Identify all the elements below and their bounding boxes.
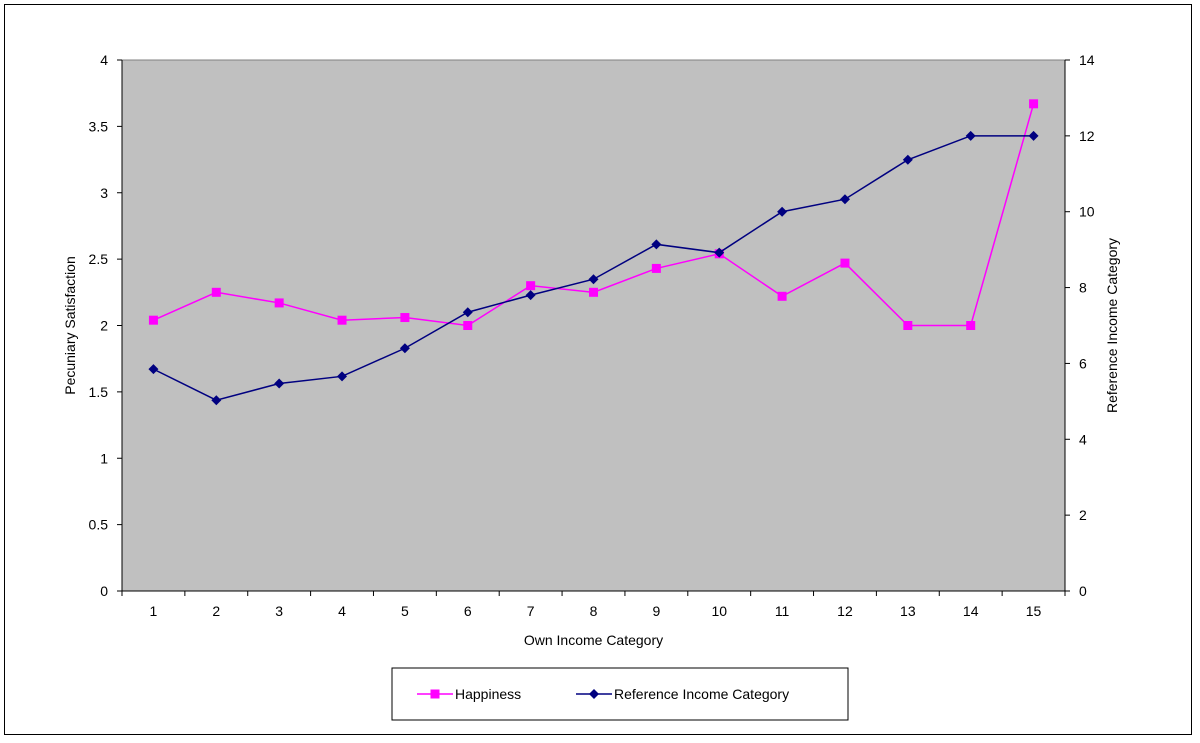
- data-point: [211, 287, 221, 297]
- data-point: [148, 364, 159, 375]
- data-point: [902, 154, 913, 165]
- x-tick-label: 9: [652, 603, 660, 619]
- x-tick-label: 14: [963, 603, 979, 619]
- data-point: [589, 287, 598, 297]
- y-axis-left: 0 0.5 1 1.5 2 2.5 3 3.5 4: [89, 52, 123, 599]
- data-point: [651, 263, 661, 273]
- legend-box: [391, 667, 849, 721]
- data-point: [966, 321, 976, 330]
- legend-item: Happiness: [417, 686, 521, 702]
- x-tick-label: 7: [527, 603, 535, 619]
- data-point: [462, 307, 473, 318]
- data-point: [274, 298, 284, 308]
- x-tick-label: 5: [401, 603, 409, 619]
- y-tick-label: 3: [100, 185, 108, 201]
- data-point: [525, 290, 536, 301]
- data-point: [463, 321, 473, 330]
- y2-tick-label: 8: [1079, 280, 1087, 296]
- legend-marker: [589, 689, 599, 699]
- y2-tick-label: 14: [1079, 52, 1095, 68]
- data-point: [274, 378, 285, 389]
- legend-label: Reference Income Category: [614, 686, 789, 702]
- x-tick-label: 12: [837, 603, 853, 619]
- y-tick-label: 3.5: [89, 118, 109, 134]
- series-1: [148, 99, 1039, 330]
- x-tick-label: 13: [900, 603, 916, 619]
- data-point: [148, 315, 158, 325]
- x-tick-label: 2: [212, 603, 220, 619]
- data-point: [526, 281, 536, 291]
- x-tick-label: 4: [338, 603, 346, 619]
- y2-tick-label: 10: [1079, 204, 1095, 220]
- y-tick-label: 2: [100, 318, 108, 334]
- data-point: [588, 274, 599, 285]
- data-point: [651, 239, 662, 250]
- data-point: [211, 395, 222, 406]
- data-point: [965, 130, 976, 141]
- data-point: [777, 291, 787, 301]
- legend-marker: [430, 689, 440, 699]
- data-point: [399, 343, 410, 354]
- x-tick-label: 1: [150, 603, 158, 619]
- series-2: [148, 130, 1039, 406]
- data-point: [903, 321, 913, 330]
- y2-tick-label: 4: [1079, 431, 1087, 447]
- y2-tick-label: 2: [1079, 507, 1087, 523]
- y-tick-label: 1.5: [89, 384, 109, 400]
- x-tick-label: 11: [775, 603, 790, 619]
- y-tick-label: 4: [100, 52, 108, 68]
- y2-tick-label: 6: [1079, 355, 1087, 371]
- y2-tick-label: 0: [1079, 583, 1087, 599]
- x-axis-title: Own Income Category: [524, 632, 663, 648]
- data-point: [400, 313, 410, 323]
- x-tick-label: 6: [464, 603, 472, 619]
- x-tick-label: 8: [590, 603, 598, 619]
- data-point: [337, 371, 348, 382]
- y-tick-label: 1: [100, 450, 108, 466]
- data-point: [337, 315, 347, 325]
- series-layer: [148, 99, 1039, 406]
- data-point: [714, 247, 725, 258]
- y-tick-label: 2.5: [89, 251, 109, 267]
- x-axis: 1 2 3 4 5 6 7 8 9 10 11 12 13 14 15: [121, 590, 1066, 619]
- x-tick-label: 15: [1026, 603, 1042, 619]
- x-tick-label: 3: [275, 603, 283, 619]
- y2-tick-label: 12: [1079, 128, 1095, 144]
- data-point: [840, 258, 850, 268]
- y-axis-left-title: Pecuniary Satisfaction: [62, 256, 78, 395]
- legend-item: Reference Income Category: [576, 686, 789, 702]
- y-tick-label: 0.5: [89, 517, 109, 533]
- y-axis-right: 0 2 4 6 8 10 12 14: [1064, 52, 1095, 599]
- legend-label: Happiness: [455, 686, 521, 702]
- y-axis-right-title: Reference Income Category: [1104, 238, 1120, 413]
- data-point: [777, 206, 788, 217]
- data-point: [1029, 99, 1039, 109]
- x-tick-label: 10: [711, 603, 727, 619]
- data-point: [839, 194, 850, 205]
- legend: Happiness Reference Income Category: [391, 667, 849, 721]
- data-point: [1028, 130, 1039, 141]
- y-tick-label: 0: [100, 583, 108, 599]
